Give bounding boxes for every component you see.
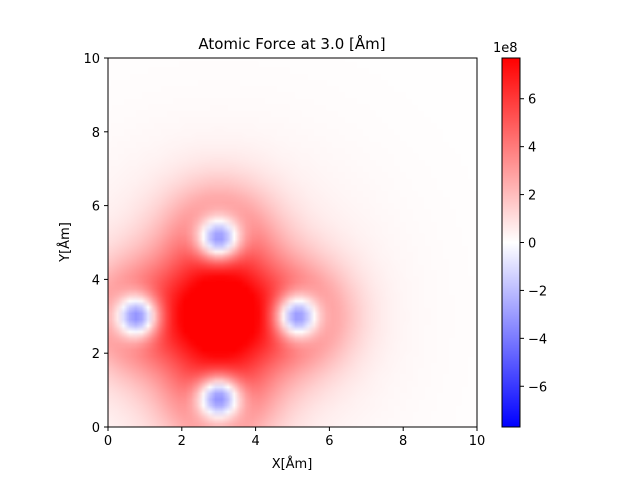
- plot-area: [107, 57, 478, 428]
- x-axis-label: X[Åm]: [272, 456, 313, 472]
- colorbar: 1e8 −6 −4 −2 0 2 4 6: [493, 41, 547, 428]
- y-tick-label: 4: [92, 273, 100, 288]
- colorbar-tick-label: 2: [528, 189, 536, 204]
- x-tick-label: 10: [469, 434, 486, 449]
- x-tick-label: 8: [399, 434, 407, 449]
- x-tick-label: 6: [325, 434, 333, 449]
- y-axis-label: Y[Åm]: [57, 222, 73, 263]
- heatmap-image: [108, 58, 477, 427]
- x-tick-label: 4: [251, 434, 259, 449]
- y-axis-ticks: 0 2 4 6 8 10: [83, 52, 108, 436]
- x-axis-ticks: 0 2 4 6 8 10: [104, 427, 485, 449]
- colorbar-tick-label: −4: [528, 332, 547, 347]
- x-tick-label: 0: [104, 434, 112, 449]
- colorbar-tick-label: −6: [528, 380, 547, 395]
- colorbar-offset-label: 1e8: [493, 41, 518, 56]
- y-tick-label: 0: [92, 421, 100, 436]
- x-tick-label: 2: [178, 434, 186, 449]
- chart-title: Atomic Force at 3.0 [Åm]: [198, 34, 385, 53]
- y-tick-label: 10: [83, 52, 100, 67]
- y-tick-label: 2: [92, 347, 100, 362]
- colorbar-tick-label: 6: [528, 93, 536, 108]
- colorbar-tick-label: 0: [528, 237, 536, 252]
- colorbar-tick-label: 4: [528, 141, 536, 156]
- plot-frame: [107, 57, 478, 428]
- colorbar-gradient: [501, 57, 521, 428]
- y-tick-label: 8: [92, 126, 100, 141]
- colorbar-tick-label: −2: [528, 284, 547, 299]
- y-tick-label: 6: [92, 200, 100, 215]
- colorbar-ticks: −6 −4 −2 0 2 4 6: [520, 93, 547, 395]
